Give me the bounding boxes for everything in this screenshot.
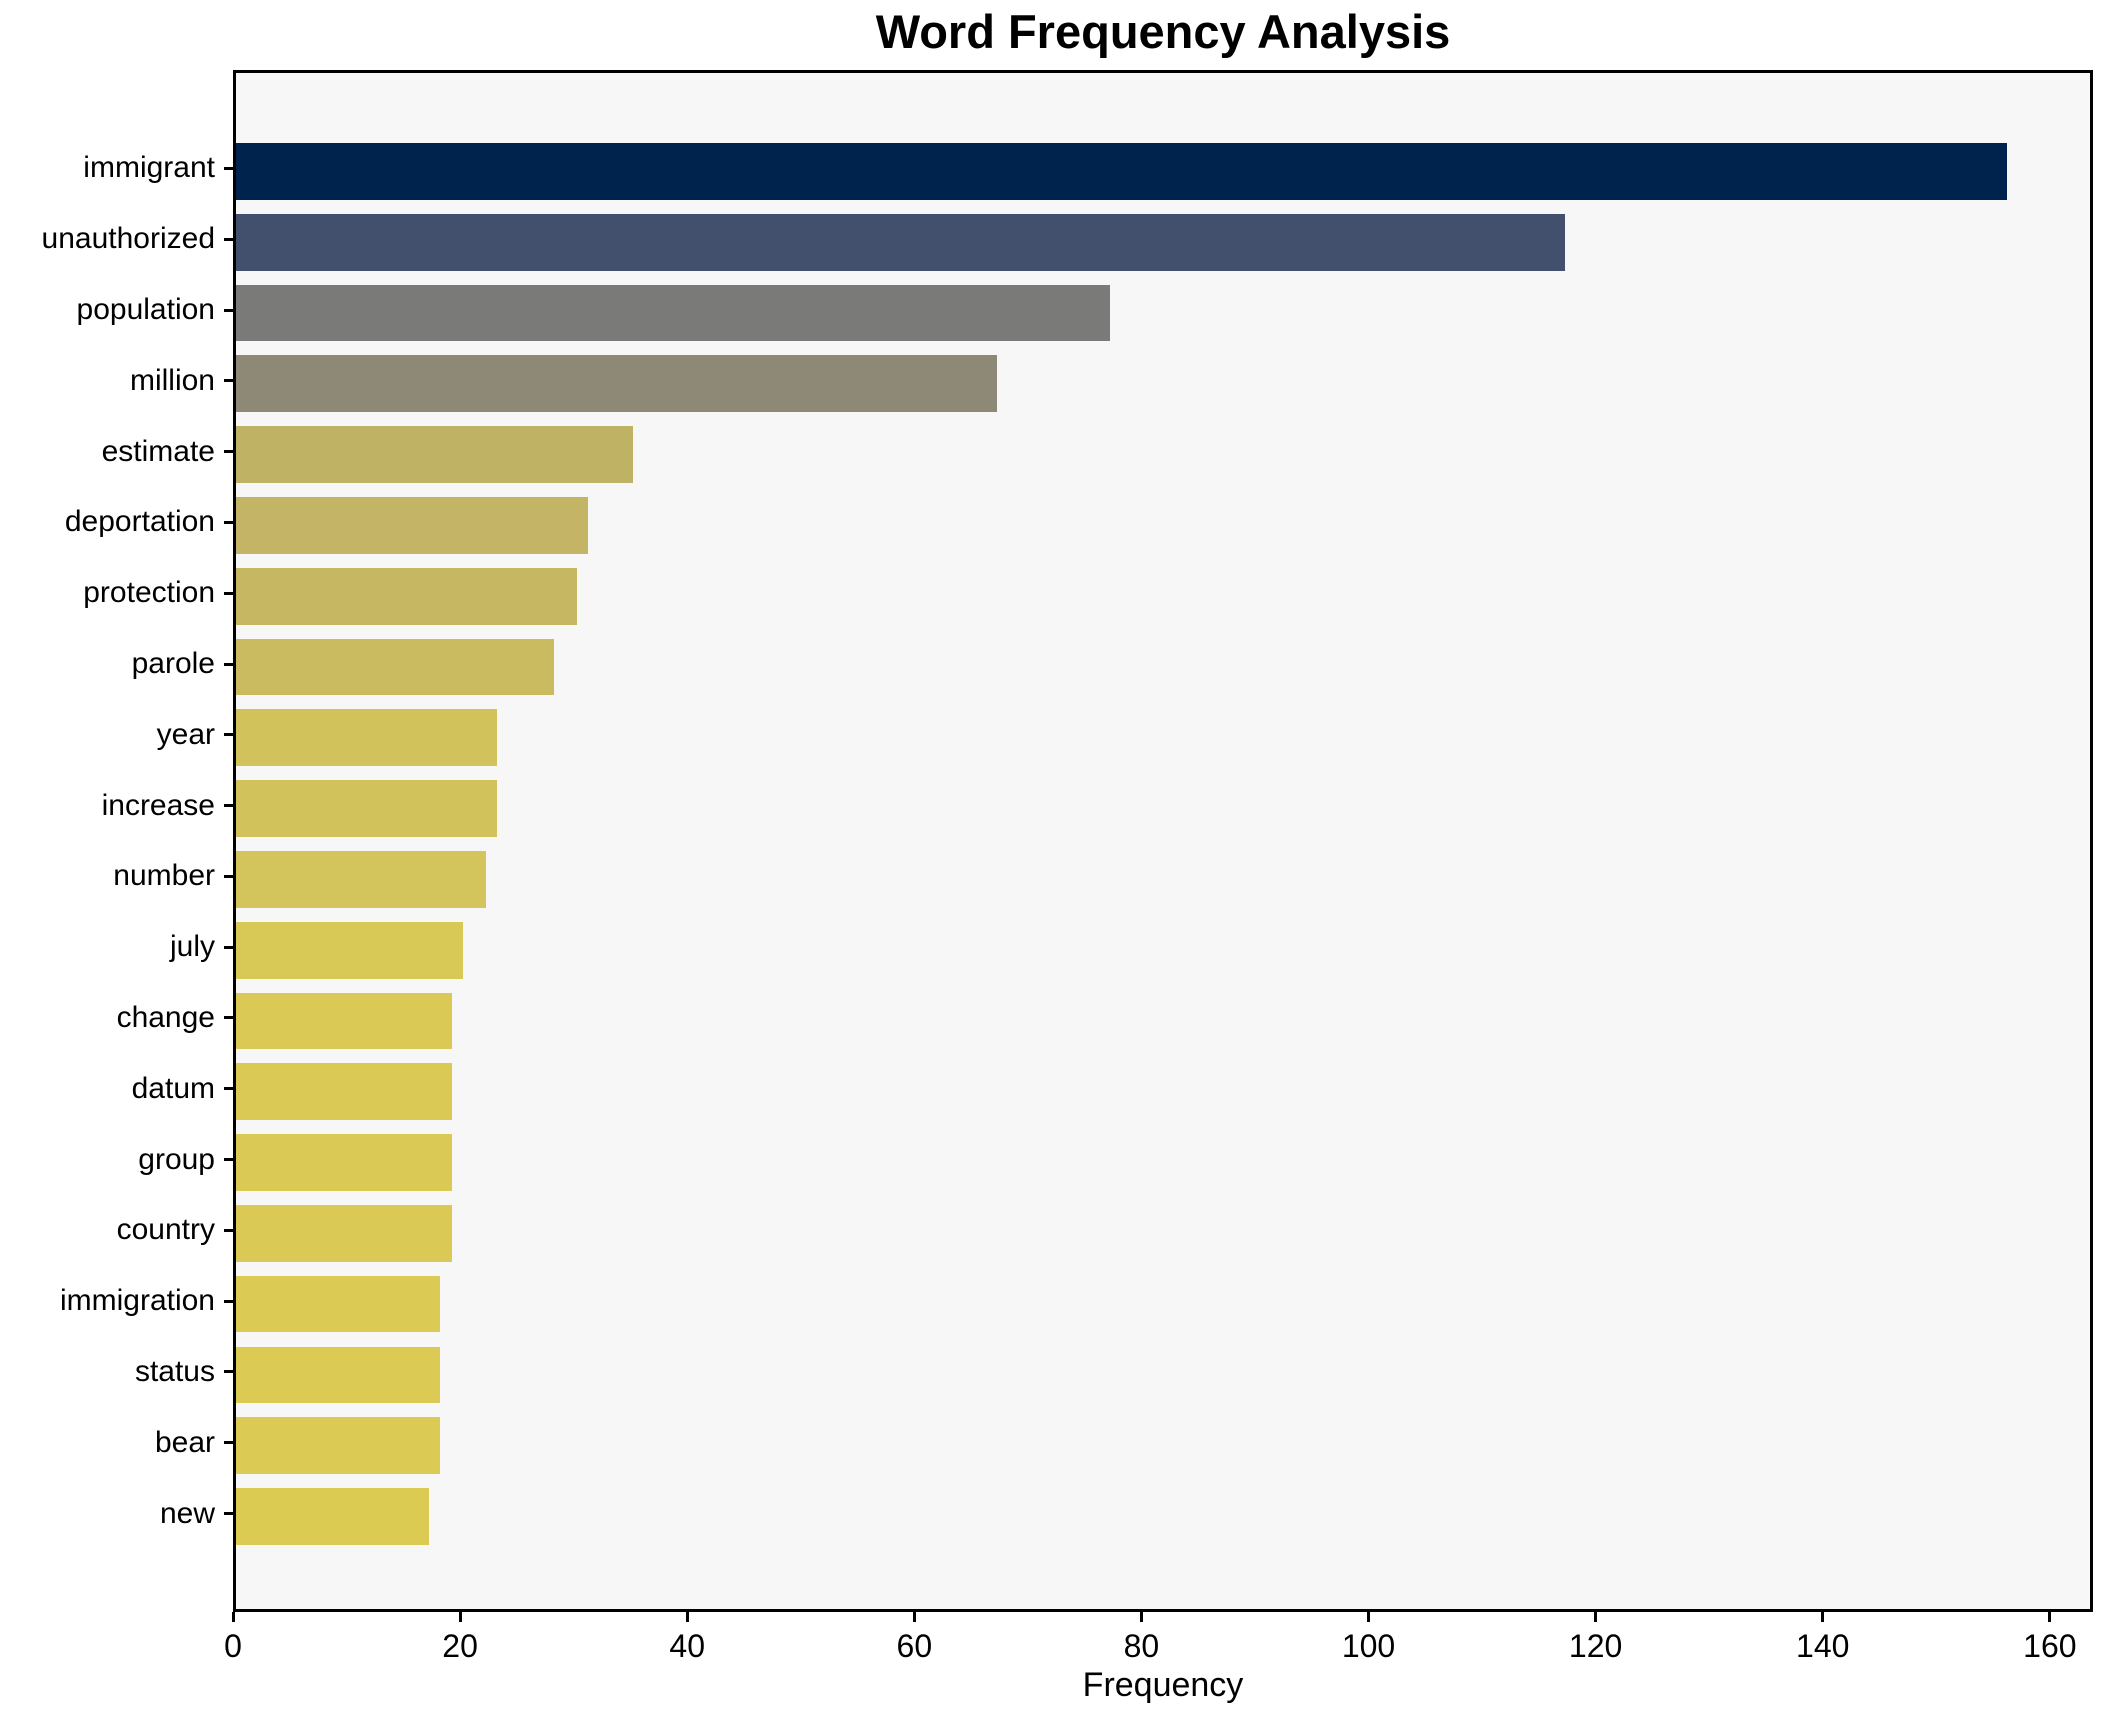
- y-tick-mark: [224, 1016, 233, 1020]
- x-tick-label-160: 160: [2023, 1628, 2077, 1664]
- plot-area: [233, 70, 2093, 1612]
- y-tick-label-million: million: [129, 363, 215, 397]
- y-tick-mark: [224, 1512, 233, 1516]
- bar-datum: [236, 1063, 452, 1121]
- y-tick-label-unauthorized: unauthorized: [41, 222, 215, 256]
- bar-parole: [236, 638, 554, 696]
- x-tick-label-120: 120: [1568, 1628, 1623, 1664]
- x-tick-label-0: 0: [224, 1628, 242, 1664]
- y-tick-label-estimate: estimate: [101, 434, 215, 468]
- bar-july: [236, 921, 464, 979]
- y-tick-label-change: change: [116, 1000, 215, 1034]
- y-tick-mark: [224, 1299, 233, 1303]
- y-tick-label-july: july: [169, 930, 215, 964]
- bar-change: [236, 992, 452, 1050]
- x-tick-mark: [685, 1612, 689, 1622]
- y-tick-mark: [224, 520, 233, 524]
- bar-group: [236, 1134, 452, 1191]
- x-tick-mark: [1139, 1612, 1143, 1622]
- bar-immigration: [236, 1275, 441, 1333]
- y-tick-label-increase: increase: [101, 788, 215, 822]
- bar-deportation: [236, 497, 588, 554]
- bar-increase: [236, 780, 498, 837]
- y-tick-mark: [224, 166, 233, 170]
- y-tick-mark: [224, 308, 233, 312]
- x-tick-mark: [231, 1612, 235, 1622]
- y-tick-mark: [224, 1228, 233, 1232]
- bar-bear: [236, 1417, 441, 1475]
- y-tick-label-deportation: deportation: [64, 505, 215, 539]
- bar-status: [236, 1346, 441, 1404]
- y-tick-mark: [224, 804, 233, 808]
- x-tick-label-60: 60: [896, 1628, 933, 1664]
- x-tick-label-20: 20: [442, 1628, 478, 1664]
- y-tick-label-immigrant: immigrant: [83, 151, 215, 185]
- x-tick-label-100: 100: [1341, 1628, 1396, 1664]
- x-tick-label-140: 140: [1796, 1628, 1850, 1664]
- y-tick-mark: [224, 1441, 233, 1445]
- y-tick-mark: [224, 1087, 233, 1091]
- bar-estimate: [236, 426, 634, 483]
- y-tick-label-year: year: [156, 717, 215, 751]
- y-tick-label-country: country: [116, 1213, 215, 1247]
- y-tick-mark: [224, 662, 233, 666]
- y-tick-mark: [224, 591, 233, 595]
- bar-immigrant: [236, 143, 2008, 200]
- y-tick-label-population: population: [76, 293, 215, 326]
- y-tick-label-datum: datum: [131, 1071, 215, 1105]
- bar-new: [236, 1488, 430, 1545]
- chart-title: Word Frequency Analysis: [875, 5, 1451, 58]
- x-tick-mark: [2048, 1612, 2052, 1622]
- y-tick-mark: [224, 945, 233, 949]
- bar-protection: [236, 567, 577, 625]
- x-tick-mark: [1367, 1612, 1371, 1622]
- bar-year: [236, 709, 498, 767]
- y-tick-mark: [224, 450, 233, 454]
- x-tick-mark: [912, 1612, 916, 1622]
- x-tick-mark: [1594, 1612, 1598, 1622]
- y-tick-mark: [224, 237, 233, 241]
- bar-country: [236, 1205, 452, 1262]
- y-tick-label-protection: protection: [83, 576, 215, 610]
- y-tick-mark: [224, 379, 233, 383]
- y-tick-label-bear: bear: [154, 1425, 215, 1459]
- y-tick-label-number: number: [113, 859, 215, 893]
- y-tick-mark: [224, 733, 233, 737]
- y-tick-label-parole: parole: [131, 647, 215, 680]
- x-tick-mark: [458, 1612, 462, 1622]
- bar-population: [236, 284, 1111, 342]
- bar-unauthorized: [236, 213, 1565, 271]
- bar-million: [236, 355, 997, 413]
- y-tick-mark: [224, 1370, 233, 1374]
- y-tick-label-group: group: [138, 1142, 215, 1176]
- x-tick-mark: [1821, 1612, 1825, 1622]
- y-tick-label-new: new: [159, 1496, 215, 1530]
- x-tick-label-40: 40: [669, 1628, 705, 1664]
- bar-number: [236, 851, 486, 908]
- y-tick-label-immigration: immigration: [59, 1284, 215, 1318]
- x-axis-label: Frequency: [1082, 1666, 1244, 1704]
- y-tick-label-status: status: [134, 1354, 215, 1388]
- y-tick-mark: [224, 874, 233, 878]
- x-tick-label-80: 80: [1123, 1628, 1160, 1664]
- y-tick-mark: [224, 1158, 233, 1162]
